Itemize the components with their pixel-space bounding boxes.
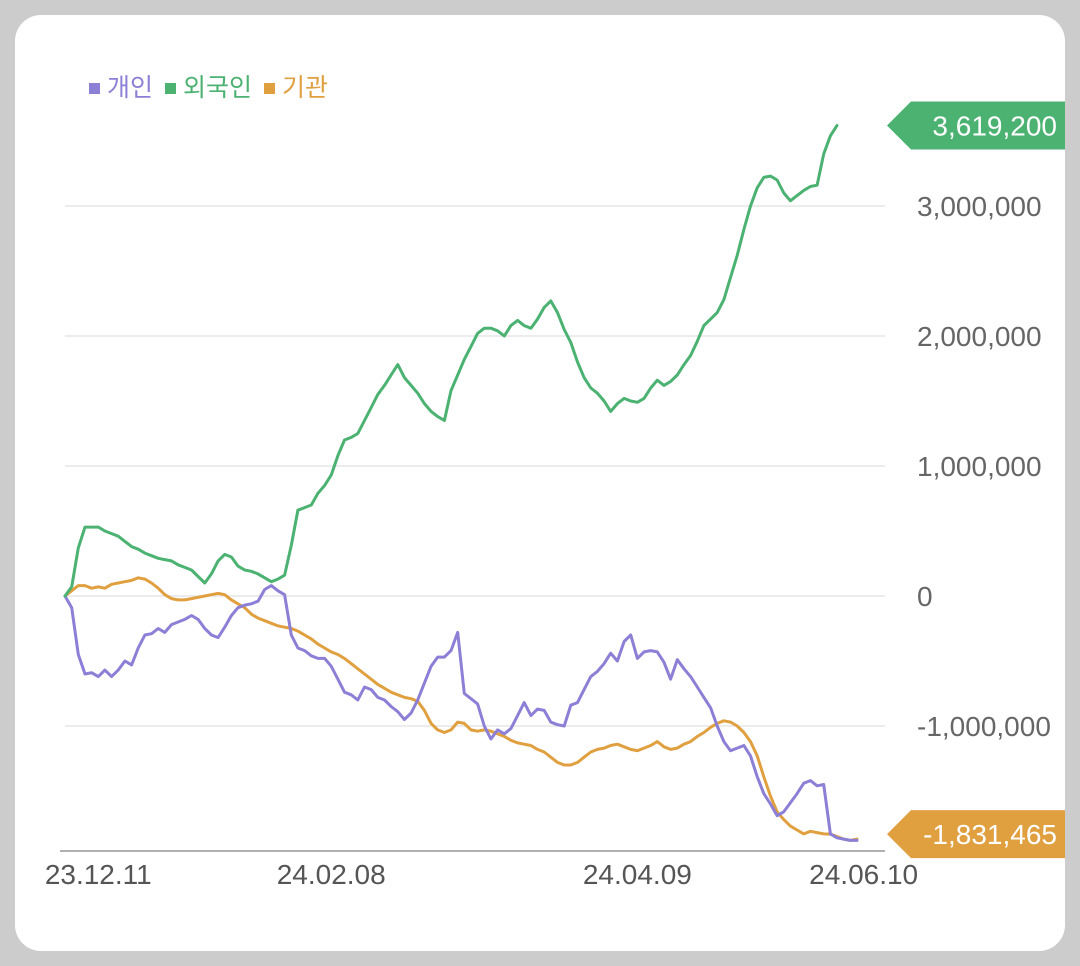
- legend-label-institution: 기관: [282, 73, 329, 102]
- x-tick-label: 24.06.10: [809, 859, 918, 890]
- legend-swatch-foreign: [165, 82, 177, 94]
- series-line-institution[interactable]: [63, 576, 859, 842]
- chart-card: 개인 외국인 기관 3,000,000 2,000,000 1,000,000 0 -1…: [15, 15, 1065, 951]
- legend-item-individual[interactable]: 개인: [89, 73, 153, 103]
- legend-label-individual: 개인: [107, 73, 154, 102]
- x-tick-label: 24.04.09: [583, 859, 692, 890]
- x-tick-label: 24.02.08: [277, 859, 386, 890]
- y-tick-label: 2,000,000: [917, 321, 1042, 352]
- y-tick-label: 1,000,000: [917, 451, 1042, 482]
- tag-value: 3,619,200: [932, 111, 1057, 142]
- series-lines: [63, 124, 859, 842]
- series-line-foreign[interactable]: [63, 124, 839, 598]
- last-value-tags: 3,619,200 -1,831,465: [887, 101, 1065, 859]
- legend: 개인 외국인 기관: [89, 73, 340, 103]
- tag-value: -1,831,465: [923, 819, 1057, 850]
- legend-item-institution[interactable]: 기관: [264, 73, 328, 103]
- line-chart[interactable]: 3,000,000 2,000,000 1,000,000 0 -1,000,000 2…: [15, 15, 1065, 951]
- x-tick-label: 23.12.11: [45, 859, 152, 890]
- last-value-tag-institution: -1,831,465: [887, 810, 1065, 859]
- x-axis-ticks: 23.12.11 24.02.08 24.04.09 24.06.10: [45, 850, 918, 890]
- y-axis-ticks: 3,000,000 2,000,000 1,000,000 0 -1,000,000: [917, 191, 1051, 742]
- y-tick-label: 0: [917, 581, 933, 612]
- tag-shape: [887, 810, 1065, 859]
- y-tick-label: -1,000,000: [917, 711, 1051, 742]
- last-value-tag-foreign: 3,619,200: [887, 101, 1065, 150]
- legend-label-foreign: 외국인: [183, 73, 253, 102]
- y-tick-label: 3,000,000: [917, 191, 1042, 222]
- tag-shape: [887, 101, 1065, 150]
- legend-item-foreign[interactable]: 외국인: [165, 73, 252, 103]
- legend-swatch-institution: [264, 82, 276, 94]
- series-line-individual[interactable]: [63, 584, 859, 842]
- grid-lines: [65, 205, 885, 727]
- legend-swatch-individual: [89, 82, 100, 94]
